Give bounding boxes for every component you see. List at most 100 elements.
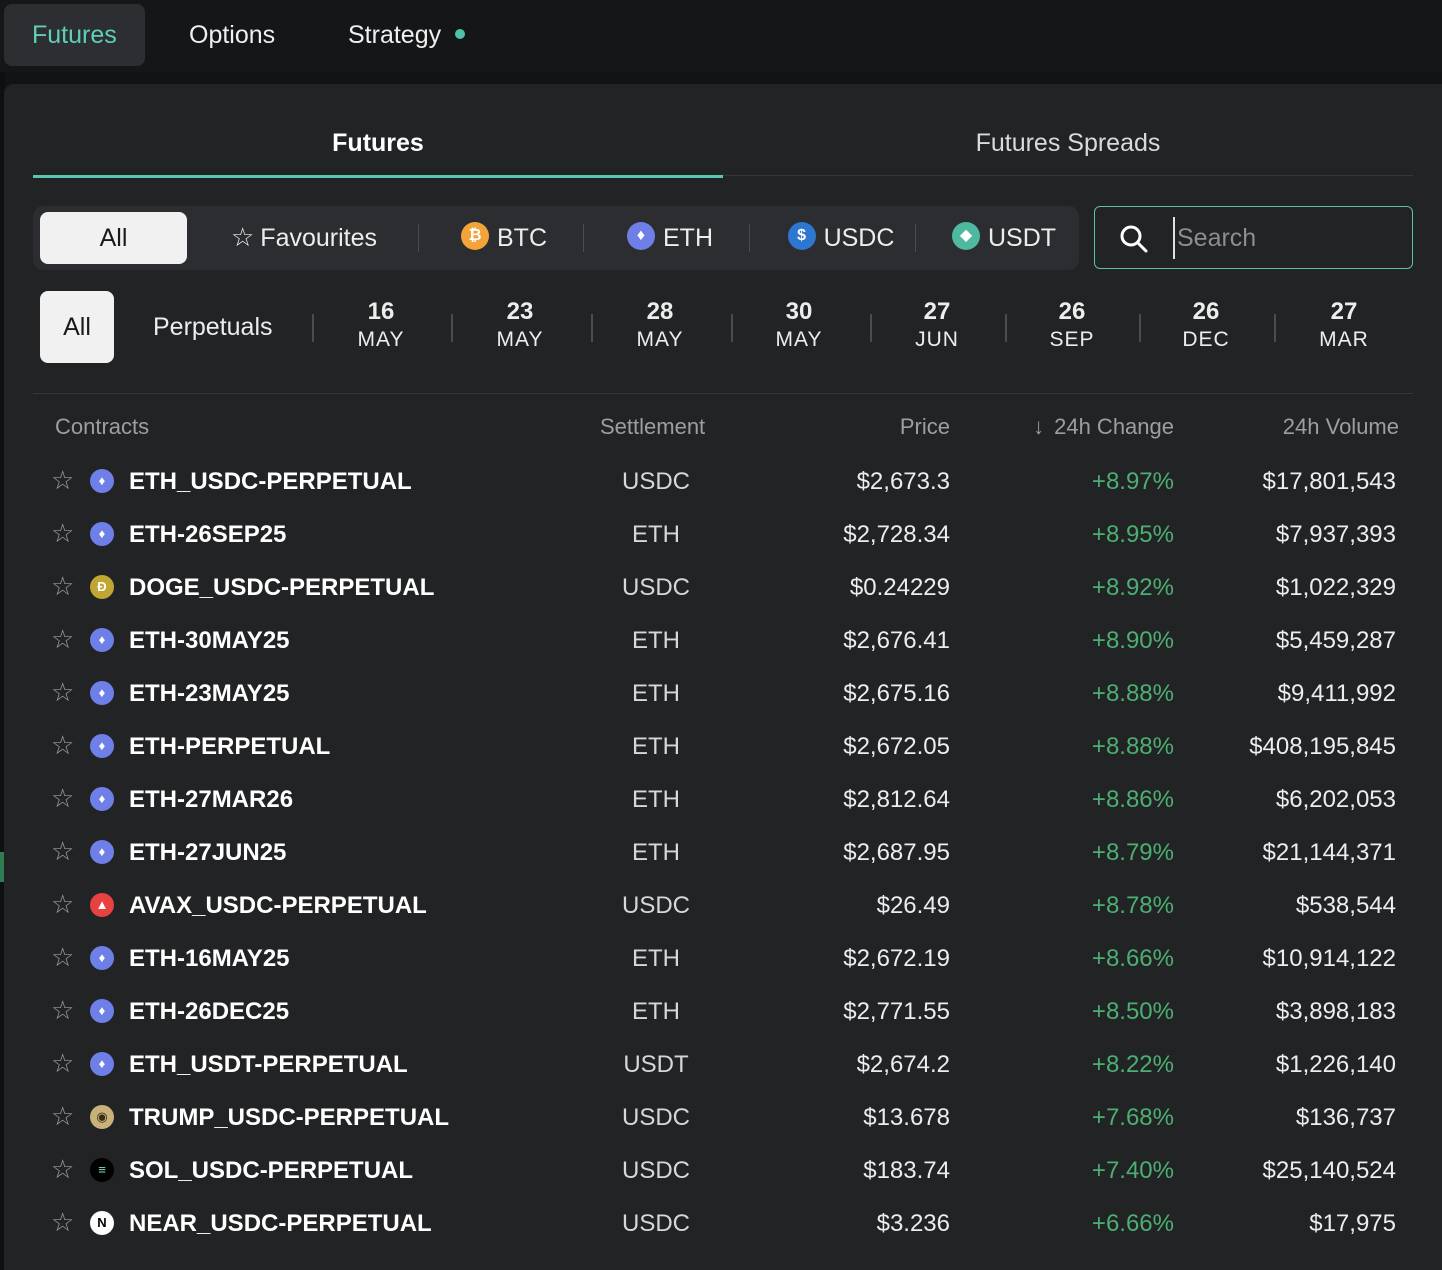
favourite-star-icon[interactable]: ☆ — [51, 995, 75, 1025]
contracts-table-body: ☆ ♦ ETH_USDC-PERPETUAL USDC $2,673.3 +8.97% $1… — [33, 455, 1413, 1250]
table-row[interactable]: ☆ ♦ ETH_USDT-PERPETUAL USDT $2,674.2 +8.22% $1… — [33, 1038, 1413, 1091]
volume-24h: $7,937,393 — [1275, 521, 1396, 548]
expiry-28-may[interactable]: 28 MAY — [615, 298, 705, 354]
filter-all[interactable]: All — [40, 212, 187, 264]
favourite-star-icon[interactable]: ☆ — [51, 1048, 75, 1078]
table-row[interactable]: ☆ ♦ ETH-30MAY25 ETH $2,676.41 +8.90% $5,459,28… — [33, 614, 1413, 667]
expiry-23-may[interactable]: 23 MAY — [475, 298, 565, 354]
expiry-16-may[interactable]: 16 MAY — [336, 298, 426, 354]
favourite-star-icon[interactable]: ☆ — [51, 942, 75, 972]
favourite-star-icon[interactable]: ☆ — [51, 730, 75, 760]
change-24h: +8.66% — [1091, 945, 1174, 972]
tab-futures[interactable]: Futures — [4, 4, 145, 66]
settlement-currency: ETH — [632, 733, 680, 760]
volume-24h: $10,914,122 — [1262, 945, 1396, 972]
filter-usdc-label: USDC — [823, 224, 895, 252]
contract-name: NEAR_USDC-PERPETUAL — [129, 1210, 432, 1237]
table-row[interactable]: ☆ ♦ ETH-26DEC25 ETH $2,771.55 +8.50% $3,898,18… — [33, 985, 1413, 1038]
expiry-26-dec[interactable]: 26 DEC — [1161, 298, 1251, 354]
expiry-filter-bar: All Perpetuals 16 MAY 23 MAY 28 MAY 30 MAY 2… — [33, 290, 1413, 394]
favourite-star-icon[interactable]: ☆ — [51, 677, 75, 707]
eth-icon: ♦ — [90, 522, 114, 546]
settlement-currency: ETH — [632, 839, 680, 866]
favourite-star-icon[interactable]: ☆ — [51, 836, 75, 866]
filter-usdc[interactable]: $ USDC — [771, 212, 911, 264]
volume-24h: $136,737 — [1295, 1104, 1396, 1131]
search-box[interactable] — [1094, 206, 1413, 269]
favourite-star-icon[interactable]: ☆ — [51, 518, 75, 548]
expiry-all[interactable]: All — [40, 291, 114, 363]
header-24h-change[interactable]: ↓ 24h Change — [1033, 414, 1174, 440]
change-24h: +8.88% — [1091, 733, 1174, 760]
eth-icon: ♦ — [90, 734, 114, 758]
search-input[interactable] — [1173, 217, 1393, 259]
expiry-27-mar[interactable]: 27 MAR — [1299, 298, 1389, 354]
contract-price: $13.678 — [863, 1104, 950, 1131]
tab-strategy-label: Strategy — [348, 21, 442, 49]
header-price[interactable]: Price — [899, 414, 950, 439]
contract-name: ETH_USDC-PERPETUAL — [129, 468, 412, 495]
favourite-star-icon[interactable]: ☆ — [51, 1207, 75, 1237]
volume-24h: $21,144,371 — [1262, 839, 1396, 866]
table-row[interactable]: ☆ ◉ TRUMP_USDC-PERPETUAL USDC $13.678 +7.68% $… — [33, 1091, 1413, 1144]
tab-strategy[interactable]: Strategy — [320, 4, 493, 66]
subtab-futures[interactable]: Futures — [33, 84, 723, 178]
filter-favourites[interactable]: ☆ Favourites — [213, 212, 395, 264]
table-row[interactable]: ☆ ▲ AVAX_USDC-PERPETUAL USDC $26.49 +8.78% $53… — [33, 879, 1413, 932]
volume-24h: $1,022,329 — [1275, 574, 1396, 601]
star-icon: ☆ — [230, 222, 255, 253]
filter-eth[interactable]: ♦ ETH — [611, 212, 729, 264]
expiry-26-sep[interactable]: 26 SEP — [1027, 298, 1117, 354]
favourite-star-icon[interactable]: ☆ — [51, 783, 75, 813]
btc-icon: ₿ — [461, 222, 489, 251]
expiry-perpetuals[interactable]: Perpetuals — [153, 313, 273, 341]
table-row[interactable]: ☆ N NEAR_USDC-PERPETUAL USDC $3.236 +6.66% $17… — [33, 1197, 1413, 1250]
tab-options[interactable]: Options — [189, 21, 276, 49]
favourite-star-icon[interactable]: ☆ — [51, 571, 75, 601]
subtab-futures-spreads[interactable]: Futures Spreads — [975, 129, 1161, 157]
divider — [749, 224, 750, 252]
change-24h: +8.88% — [1091, 680, 1174, 707]
change-24h: +7.68% — [1091, 1104, 1174, 1131]
table-row[interactable]: ☆ ♦ ETH_USDC-PERPETUAL USDC $2,673.3 +8.97% $1… — [33, 455, 1413, 508]
table-row[interactable]: ☆ ♦ ETH-16MAY25 ETH $2,672.19 +8.66% $10,914,1… — [33, 932, 1413, 985]
contract-name: TRUMP_USDC-PERPETUAL — [129, 1104, 450, 1131]
table-row[interactable]: ☆ ≡ SOL_USDC-PERPETUAL USDC $183.74 +7.40% $25… — [33, 1144, 1413, 1197]
table-row[interactable]: ☆ ♦ ETH-26SEP25 ETH $2,728.34 +8.95% $7,937,39… — [33, 508, 1413, 561]
expiry-day: 30 — [785, 298, 813, 325]
contract-name: ETH-26SEP25 — [129, 521, 287, 548]
background-marker — [0, 852, 4, 882]
filter-eth-label: ETH — [663, 224, 713, 252]
filter-usdt[interactable]: ◆ USDT — [939, 212, 1069, 264]
expiry-day: 27 — [1330, 298, 1358, 325]
header-contracts[interactable]: Contracts — [55, 414, 150, 439]
favourite-star-icon[interactable]: ☆ — [51, 1154, 75, 1184]
expiry-27-jun[interactable]: 27 JUN — [892, 298, 982, 354]
settlement-currency: ETH — [632, 627, 680, 654]
volume-24h: $408,195,845 — [1249, 733, 1396, 760]
contract-price: $26.49 — [876, 892, 950, 919]
expiry-30-may[interactable]: 30 MAY — [754, 298, 844, 354]
expiry-day: 26 — [1058, 298, 1086, 325]
table-row[interactable]: ☆ Ð DOGE_USDC-PERPETUAL USDC $0.24229 +8.92% $… — [33, 561, 1413, 614]
table-row[interactable]: ☆ ♦ ETH-27JUN25 ETH $2,687.95 +8.79% $21,144,3… — [33, 826, 1413, 879]
favourite-star-icon[interactable]: ☆ — [51, 889, 75, 919]
change-24h: +8.78% — [1091, 892, 1174, 919]
table-row[interactable]: ☆ ♦ ETH-27MAR26 ETH $2,812.64 +8.86% $6,202,05… — [33, 773, 1413, 826]
change-24h: +8.95% — [1091, 521, 1174, 548]
header-24h-volume[interactable]: 24h Volume — [1282, 414, 1399, 439]
header-settlement[interactable]: Settlement — [600, 414, 706, 439]
eth-icon: ♦ — [90, 469, 114, 493]
divider — [870, 314, 872, 342]
usdc-icon: $ — [787, 222, 816, 251]
volume-24h: $5,459,287 — [1275, 627, 1396, 654]
settlement-currency: USDC — [621, 468, 690, 495]
favourite-star-icon[interactable]: ☆ — [51, 465, 75, 495]
eth-icon: ♦ — [90, 681, 114, 705]
table-row[interactable]: ☆ ♦ ETH-PERPETUAL ETH $2,672.05 +8.88% $408,19… — [33, 720, 1413, 773]
contract-price: $0.24229 — [849, 574, 950, 601]
favourite-star-icon[interactable]: ☆ — [51, 624, 75, 654]
filter-btc[interactable]: ₿ BTC — [445, 212, 563, 264]
favourite-star-icon[interactable]: ☆ — [51, 1101, 75, 1131]
table-row[interactable]: ☆ ♦ ETH-23MAY25 ETH $2,675.16 +8.88% $9,411,99… — [33, 667, 1413, 720]
